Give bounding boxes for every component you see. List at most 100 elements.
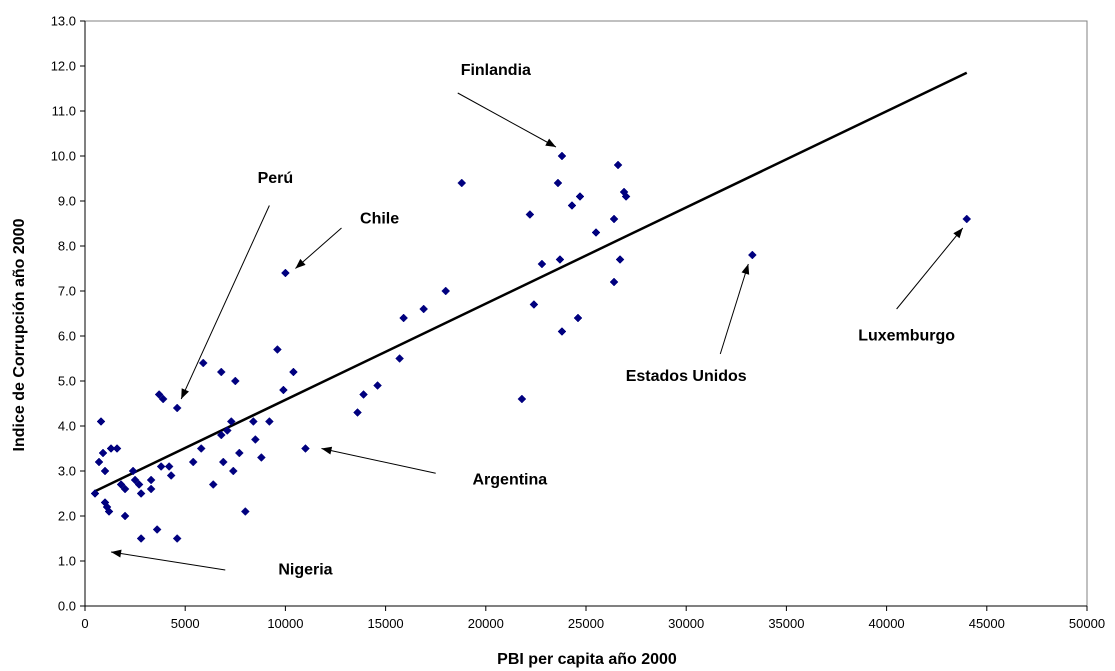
data-point bbox=[116, 480, 126, 489]
y-tick-label: 4.0 bbox=[58, 419, 76, 434]
y-tick-label: 11.0 bbox=[52, 104, 76, 119]
data-point bbox=[553, 178, 563, 188]
data-point bbox=[218, 457, 228, 467]
data-point bbox=[555, 255, 565, 264]
y-tick-label: 1.0 bbox=[58, 554, 76, 569]
annotation-arrow-line bbox=[321, 448, 436, 474]
data-point bbox=[222, 426, 232, 435]
annotation-arrowhead bbox=[295, 258, 306, 269]
x-axis-title: PBI per capita año 2000 bbox=[497, 651, 677, 668]
annotation-arrowhead bbox=[321, 446, 333, 455]
plot-border bbox=[84, 20, 1088, 607]
trendline-layer bbox=[94, 71, 968, 493]
annotation-arrow-line bbox=[295, 227, 342, 269]
data-point bbox=[289, 367, 298, 377]
data-point bbox=[265, 417, 274, 426]
data-point bbox=[517, 394, 527, 404]
y-tick-label: 12.0 bbox=[51, 59, 76, 74]
data-point bbox=[98, 448, 108, 458]
data-point bbox=[120, 484, 130, 494]
data-point bbox=[399, 313, 408, 323]
data-point bbox=[104, 507, 114, 516]
data-point bbox=[128, 466, 138, 476]
x-tick-label: 25000 bbox=[568, 616, 604, 631]
data-point bbox=[230, 376, 240, 386]
x-tick-label: 40000 bbox=[869, 616, 905, 631]
annotation-arrow-line bbox=[719, 263, 749, 355]
data-point bbox=[591, 228, 601, 237]
data-point bbox=[172, 403, 182, 413]
x-tick-label: 0 bbox=[81, 616, 88, 631]
annotation-arrow-line bbox=[180, 205, 270, 400]
data-point bbox=[158, 394, 168, 404]
annotations: Finlandia Perú Chile Argentina Nigeria Estado… bbox=[110, 62, 964, 579]
y-tick-label: 13.0 bbox=[51, 14, 76, 29]
data-point bbox=[359, 390, 368, 399]
data-point bbox=[146, 484, 156, 494]
data-point bbox=[273, 345, 282, 354]
data-point bbox=[216, 367, 226, 377]
x-tick-label: 5000 bbox=[171, 616, 200, 631]
y-tick-label: 0.0 bbox=[58, 599, 76, 614]
data-point bbox=[250, 435, 260, 444]
annotation-arrowhead bbox=[111, 549, 122, 558]
data-point bbox=[90, 489, 100, 498]
annotation-label: Luxemburgo bbox=[858, 328, 955, 345]
data-point bbox=[166, 471, 176, 480]
x-tick-label: 35000 bbox=[768, 616, 804, 631]
data-point bbox=[94, 457, 104, 467]
annotation-arrowhead bbox=[545, 138, 556, 147]
data-point bbox=[557, 151, 567, 161]
data-point bbox=[567, 201, 577, 210]
data-point bbox=[216, 430, 226, 440]
data-point bbox=[130, 475, 140, 485]
data-point bbox=[112, 444, 122, 453]
data-point bbox=[152, 525, 162, 534]
data-point bbox=[106, 444, 116, 453]
data-point bbox=[188, 457, 198, 467]
data-point bbox=[156, 462, 166, 471]
annotation-label: Argentina bbox=[473, 472, 548, 489]
axis-ticks: 0 5000 10000 15000 20000 25000 30000 35000 40000… bbox=[51, 14, 1105, 632]
x-tick-label: 30000 bbox=[668, 616, 704, 631]
y-tick-label: 10.0 bbox=[51, 149, 76, 164]
y-tick-label: 2.0 bbox=[58, 509, 76, 524]
data-point bbox=[575, 192, 585, 201]
data-point bbox=[573, 313, 583, 323]
data-point bbox=[621, 192, 631, 201]
x-tick-label: 45000 bbox=[969, 616, 1005, 631]
annotation-arrowhead bbox=[953, 228, 963, 239]
annotation-label: Perú bbox=[258, 170, 294, 187]
data-point bbox=[279, 385, 288, 395]
data-point bbox=[208, 480, 218, 489]
annotation-arrow-line bbox=[896, 227, 964, 310]
annotation-label: Nigeria bbox=[278, 562, 332, 579]
data-point bbox=[441, 286, 451, 296]
data-point bbox=[373, 381, 382, 390]
x-tick-label: 20000 bbox=[468, 616, 504, 631]
data-point bbox=[613, 160, 623, 170]
y-tick-label: 8.0 bbox=[58, 239, 76, 254]
data-point bbox=[281, 268, 290, 278]
data-point bbox=[100, 466, 110, 476]
data-point bbox=[301, 444, 310, 453]
data-point bbox=[136, 534, 146, 543]
x-tick-label: 50000 bbox=[1069, 616, 1105, 631]
data-point bbox=[228, 466, 238, 476]
y-tick-label: 3.0 bbox=[58, 464, 76, 479]
y-tick-label: 9.0 bbox=[58, 194, 76, 209]
annotation-label: Estados Unidos bbox=[626, 368, 747, 385]
y-tick-label: 7.0 bbox=[58, 284, 76, 299]
y-axis-title: Indice de Corrupción año 2000 bbox=[11, 218, 28, 451]
data-point bbox=[172, 534, 182, 543]
data-point bbox=[525, 210, 535, 219]
y-tick-label: 6.0 bbox=[58, 329, 76, 344]
data-point bbox=[136, 489, 146, 498]
data-point bbox=[120, 511, 130, 521]
annotation-label: Chile bbox=[360, 211, 399, 228]
data-point bbox=[537, 259, 547, 269]
data-point bbox=[240, 507, 250, 516]
plot-area bbox=[84, 20, 1088, 607]
data-point bbox=[198, 358, 208, 368]
